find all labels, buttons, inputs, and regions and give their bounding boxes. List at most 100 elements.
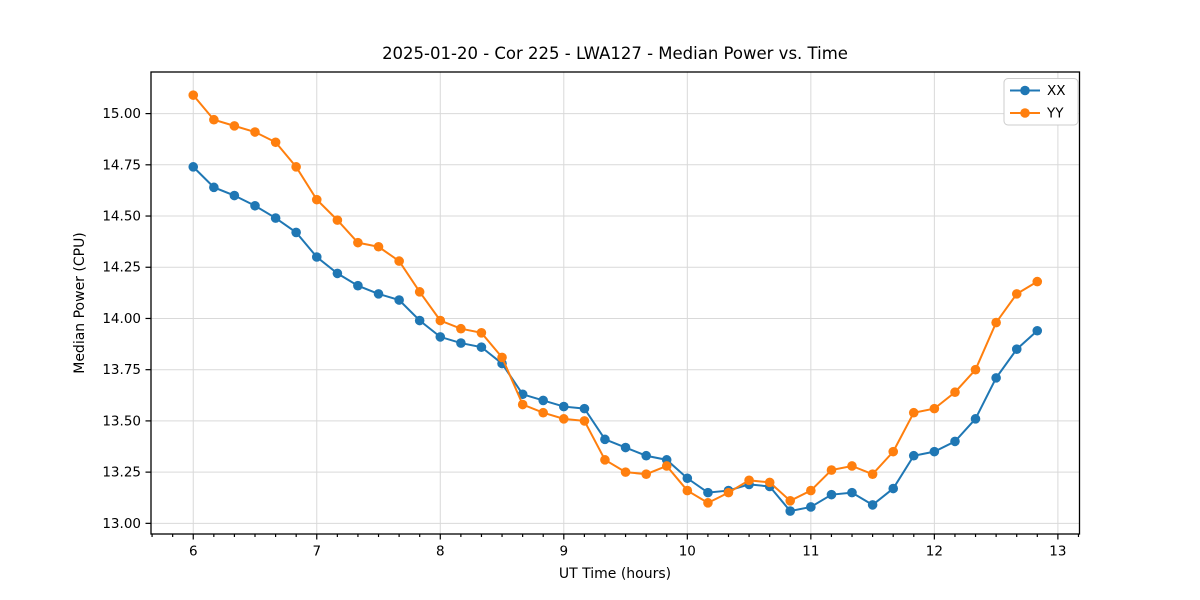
series-YY-marker — [867, 469, 878, 479]
legend-entry-YY: YY — [1010, 106, 1064, 122]
series-YY-marker — [332, 215, 343, 225]
series-XX-marker — [394, 295, 404, 305]
series-YY-marker — [723, 487, 734, 498]
x-tick-label: 6 — [189, 544, 198, 560]
series-XX-marker — [929, 446, 940, 457]
legend: XX YY — [1003, 78, 1079, 126]
series-YY-marker — [600, 455, 610, 465]
series-XX-marker — [476, 342, 487, 352]
y-tick-label: 13.00 — [102, 516, 141, 532]
y-tick-label: 13.75 — [102, 362, 141, 378]
series-YY-marker — [744, 475, 754, 486]
x-tick-label: 7 — [312, 544, 321, 560]
series-XX-marker — [970, 414, 981, 424]
series-XX-marker — [353, 280, 363, 291]
series-XX-marker — [703, 487, 713, 498]
series-YY-marker — [394, 256, 404, 266]
series-YY — [188, 90, 1043, 508]
series-YY-marker — [991, 317, 1001, 328]
series-XX-marker — [641, 450, 651, 461]
series-YY-marker — [270, 137, 281, 148]
series-YY-marker — [764, 477, 775, 488]
x-tick-label: 9 — [560, 544, 569, 560]
series-YY-marker — [476, 328, 487, 338]
series-XX-marker — [250, 200, 260, 211]
series-XX-marker — [620, 442, 631, 453]
series-YY-line — [192, 94, 1038, 504]
series-YY-marker — [682, 485, 693, 496]
x-tick-label: 10 — [679, 544, 696, 560]
series-YY-marker — [620, 467, 631, 477]
y-tick-label: 13.50 — [102, 413, 141, 429]
series-XX-marker — [600, 434, 610, 445]
series-XX-marker — [579, 403, 590, 414]
series-YY-marker — [291, 162, 301, 172]
x-tick-label: 11 — [802, 544, 819, 560]
x-tick-label: 8 — [436, 544, 445, 560]
data-series — [188, 90, 1043, 516]
series-XX-marker — [806, 502, 816, 512]
series-YY-marker — [414, 287, 425, 297]
series-XX-marker — [785, 506, 796, 516]
series-YY-marker — [538, 407, 548, 418]
series-XX-marker — [559, 401, 569, 412]
series-XX-marker — [311, 252, 322, 262]
plot-border — [150, 71, 1081, 535]
series-YY-marker — [229, 121, 240, 131]
series-YY-marker — [641, 469, 651, 479]
series-YY-marker — [517, 399, 528, 410]
series-YY-marker — [250, 127, 260, 137]
series-YY-marker — [435, 315, 446, 326]
y-axis-label: Median Power (CPU) — [72, 232, 88, 374]
series-XX-marker — [456, 338, 466, 348]
series-YY-marker — [703, 498, 713, 508]
series-XX-marker — [826, 489, 837, 500]
legend-marker-sample — [1020, 108, 1030, 118]
series-YY-marker — [806, 485, 816, 496]
series-YY-marker — [353, 237, 363, 248]
series-YY-marker — [826, 465, 837, 475]
series-YY-marker — [373, 241, 384, 252]
chart-title: 2025-01-20 - Cor 225 - LWA127 - Median P… — [382, 44, 848, 63]
series-YY-marker — [929, 403, 940, 414]
legend-box — [1003, 78, 1079, 126]
y-tick-label: 15.00 — [102, 106, 141, 122]
y-tick-label: 14.50 — [102, 209, 141, 225]
series-YY-marker — [209, 114, 219, 125]
series-XX-marker — [867, 500, 878, 510]
legend-entry-XX: XX — [1010, 83, 1066, 99]
series-XX-marker — [888, 483, 899, 494]
series-YY-marker — [888, 446, 899, 457]
grid-lines — [151, 72, 1080, 534]
series-YY-marker — [579, 416, 590, 426]
series-XX-marker — [847, 487, 857, 498]
axis-ticks — [145, 112, 1080, 540]
axis-tick-labels: 6 7 8 9 10 11 12 13 13.00 13.25 13.50 13.75 14.00 14.… — [102, 106, 1066, 559]
series-YY-marker — [847, 461, 857, 471]
series-XX-marker — [270, 213, 281, 223]
y-tick-label: 13.25 — [102, 465, 141, 481]
series-XX-marker — [908, 450, 919, 461]
series-YY-marker — [908, 407, 919, 418]
series-XX-marker — [209, 182, 219, 193]
series-XX-marker — [332, 268, 343, 279]
y-tick-label: 14.75 — [102, 157, 141, 173]
y-tick-label: 14.00 — [102, 311, 141, 327]
series-XX-marker — [991, 373, 1001, 383]
series-YY-marker — [661, 461, 672, 471]
series-YY-marker — [188, 90, 199, 100]
series-XX-marker — [188, 162, 199, 172]
series-YY-marker — [1032, 276, 1043, 287]
series-YY-marker — [785, 496, 796, 506]
y-tick-label: 14.25 — [102, 260, 141, 276]
series-YY-marker — [970, 364, 981, 375]
x-tick-label: 12 — [926, 544, 943, 560]
series-XX-marker — [538, 395, 548, 406]
series-XX-marker — [1032, 325, 1043, 336]
series-YY-marker — [311, 194, 322, 205]
x-axis-label: UT Time (hours) — [559, 566, 671, 582]
series-XX-marker — [414, 315, 425, 326]
